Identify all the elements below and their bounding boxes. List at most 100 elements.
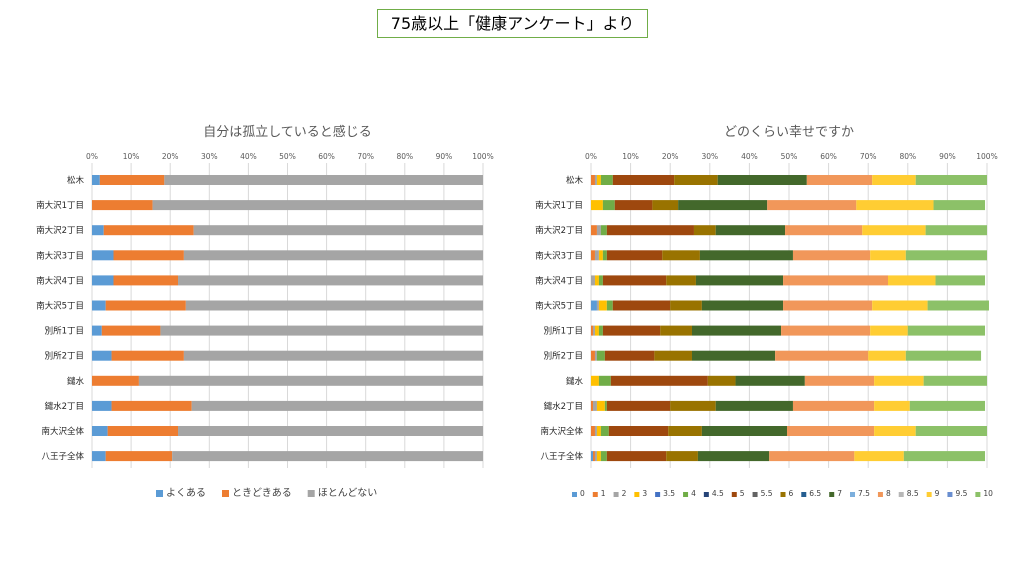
x-tick-label: 20% — [662, 152, 679, 161]
bar-segment — [874, 375, 924, 386]
bar-segment — [614, 200, 653, 211]
bar-segment — [612, 175, 675, 185]
legend-label: 4 — [691, 489, 696, 498]
bar-segment — [606, 225, 694, 236]
x-tick-label: 90% — [436, 152, 453, 161]
legend-label: 5.5 — [761, 489, 773, 498]
legend-swatch — [156, 490, 163, 497]
legend-label: 9 — [935, 489, 940, 498]
bar-segment — [610, 375, 708, 386]
bar-segment — [792, 250, 871, 261]
bar-segment — [717, 175, 807, 185]
legend-label: 2 — [622, 489, 627, 498]
bar-segment — [594, 325, 599, 336]
category-label: 別所1丁目 — [45, 326, 84, 337]
bar-segment — [105, 451, 173, 462]
bar-segment — [92, 350, 112, 361]
category-label: 南大沢全体 — [540, 426, 583, 437]
legend-label: 7.5 — [858, 489, 870, 498]
legend-swatch — [222, 490, 229, 497]
x-tick-label: 50% — [279, 152, 296, 161]
category-label: 鑓水 — [67, 376, 85, 387]
legend-label: 10 — [983, 489, 993, 498]
bar-segment — [113, 250, 184, 261]
bar-segment — [660, 325, 692, 336]
legend-swatch — [926, 492, 932, 497]
bar-segment — [608, 426, 669, 436]
category-label: 南大沢5丁目 — [535, 301, 583, 312]
bar-segment — [856, 200, 934, 211]
x-tick-label: 10% — [123, 152, 140, 161]
category-label: 別所1丁目 — [544, 326, 583, 337]
legend-swatch — [829, 492, 835, 497]
bar-segment — [600, 175, 613, 185]
bar-segment — [600, 451, 607, 462]
bar-segment — [92, 426, 108, 436]
bar-segment — [107, 426, 179, 436]
bar-segment — [600, 225, 607, 236]
bar-segment — [699, 250, 793, 261]
bar-segment — [674, 175, 718, 185]
legend-label: 8 — [886, 489, 891, 498]
legend-label: 5 — [740, 489, 745, 498]
page-title: 75歳以上「健康アンケート」より — [377, 9, 648, 38]
bar-segment — [185, 300, 483, 311]
bar-segment — [787, 426, 875, 436]
category-label: 別所2丁目 — [45, 351, 84, 362]
legend-swatch — [898, 492, 904, 497]
bar-segment — [164, 175, 483, 185]
category-label: 鑓水2丁目 — [544, 401, 583, 412]
bar-segment — [909, 400, 986, 411]
bar-segment — [662, 250, 700, 261]
bar-segment — [591, 275, 595, 286]
bar-segment — [715, 400, 793, 411]
bar-segment — [598, 275, 603, 286]
bar-segment — [670, 400, 716, 411]
legend-label: 9.5 — [955, 489, 967, 498]
bar-segment — [806, 175, 873, 185]
bar-segment — [594, 426, 597, 436]
bar-segment — [874, 426, 916, 436]
x-tick-label: 80% — [396, 152, 413, 161]
chart-title: 自分は孤立していると感じる — [203, 124, 372, 140]
legend-label: 4.5 — [712, 489, 724, 498]
bar-segment — [596, 350, 605, 361]
bar-segment — [105, 300, 186, 311]
x-tick-label: 50% — [781, 152, 798, 161]
category-label: 南大沢全体 — [41, 426, 84, 437]
bar-segment — [781, 325, 871, 336]
bar-segment — [598, 325, 603, 336]
bar-segment — [596, 451, 601, 462]
bar-segment — [183, 250, 483, 261]
bar-segment — [178, 275, 483, 286]
bar-segment — [594, 175, 597, 185]
bar-segment — [592, 325, 595, 336]
bar-segment — [591, 200, 603, 211]
bar-segment — [591, 225, 597, 236]
bar-segment — [92, 451, 106, 462]
bar-segment — [92, 400, 112, 411]
bar-segment — [872, 175, 916, 185]
bar-segment — [602, 325, 661, 336]
bar-segment — [775, 350, 869, 361]
bar-segment — [594, 350, 597, 361]
legend-swatch — [780, 492, 786, 497]
bar-segment — [598, 375, 611, 386]
x-tick-label: 40% — [741, 152, 758, 161]
bar-segment — [862, 225, 926, 236]
bar-segment — [594, 250, 599, 261]
bar-segment — [691, 325, 782, 336]
bar-segment — [670, 300, 702, 311]
bar-segment — [600, 426, 609, 436]
bar-segment — [935, 275, 986, 286]
bar-segment — [915, 175, 987, 185]
bar-segment — [591, 325, 593, 336]
bar-segment — [92, 250, 114, 261]
bar-segment — [602, 250, 607, 261]
bar-segment — [874, 400, 910, 411]
bar-segment — [591, 250, 595, 261]
category-label: 南大沢4丁目 — [535, 275, 583, 286]
bar-segment — [591, 375, 599, 386]
bar-segment — [783, 300, 873, 311]
legend-swatch — [655, 492, 661, 497]
